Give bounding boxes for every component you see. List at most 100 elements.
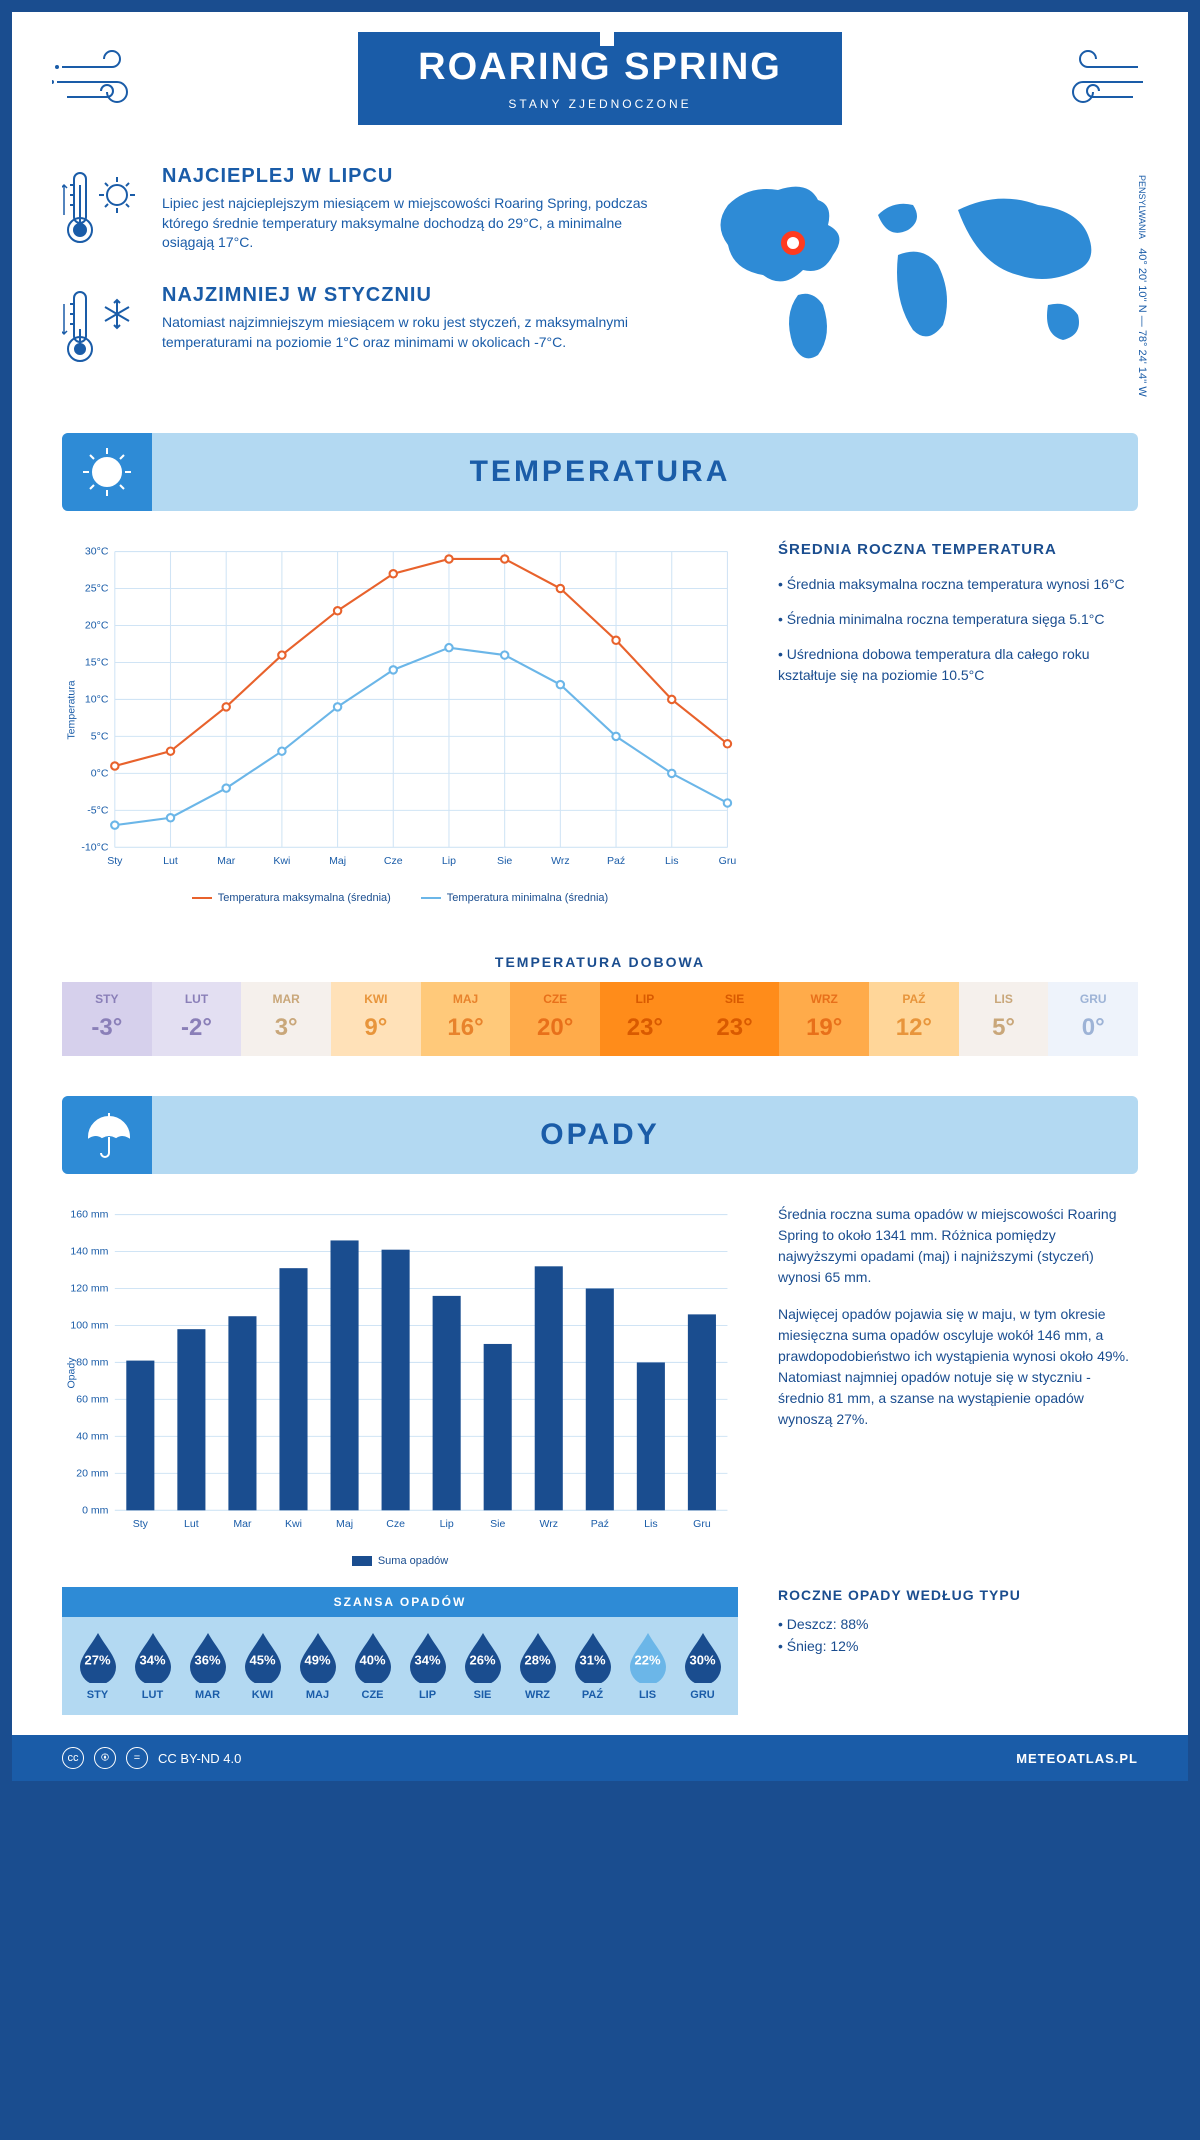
daily-temp-cell: LIP23° — [600, 982, 690, 1056]
svg-text:Maj: Maj — [336, 1518, 353, 1530]
temp-summary-title: ŚREDNIA ROCZNA TEMPERATURA — [778, 541, 1138, 558]
chance-cell: 28% WRZ — [510, 1631, 565, 1701]
svg-text:30°C: 30°C — [85, 546, 109, 558]
svg-text:Cze: Cze — [384, 855, 403, 867]
by-icon: 🅯 — [94, 1747, 116, 1769]
temperature-line-chart: -10°C-5°C0°C5°C10°C15°C20°C25°C30°CStyLu… — [62, 541, 738, 904]
license-text: CC BY-ND 4.0 — [158, 1751, 241, 1766]
svg-text:140 mm: 140 mm — [70, 1246, 108, 1258]
page-title: ROARING SPRING — [418, 46, 782, 89]
svg-text:15°C: 15°C — [85, 657, 109, 669]
chance-cell: 34% LIP — [400, 1631, 455, 1701]
chance-cell: 26% SIE — [455, 1631, 510, 1701]
coldest-title: NAJZIMNIEJ W STYCZNIU — [162, 284, 658, 307]
svg-text:Sie: Sie — [490, 1518, 505, 1530]
svg-text:Lip: Lip — [442, 855, 456, 867]
svg-text:80 mm: 80 mm — [76, 1357, 108, 1369]
precipitation-section-header: OPADY — [62, 1096, 1138, 1174]
wind-icon — [52, 42, 152, 117]
svg-text:Kwi: Kwi — [285, 1518, 302, 1530]
daily-temp-cell: WRZ19° — [779, 982, 869, 1056]
svg-text:Gru: Gru — [693, 1518, 711, 1530]
footer: cc 🅯 = CC BY-ND 4.0 METEOATLAS.PL — [12, 1735, 1188, 1781]
chance-cell: 45% KWI — [235, 1631, 290, 1701]
precipitation-bar-chart: 0 mm20 mm40 mm60 mm80 mm100 mm120 mm140 … — [62, 1204, 738, 1567]
svg-text:Gru: Gru — [719, 855, 737, 867]
daily-temp-cell: MAJ16° — [421, 982, 511, 1056]
svg-text:Cze: Cze — [386, 1518, 405, 1530]
coldest-block: NAJZIMNIEJ W STYCZNIU Natomiast najzimni… — [62, 284, 658, 379]
precip-type-rain: • Deszcz: 88% — [778, 1613, 1138, 1635]
coordinates: PENSYLWANIA 40° 20' 10'' N — 78° 24' 14'… — [1136, 175, 1148, 397]
temperature-section-header: TEMPERATURA — [62, 433, 1138, 511]
chance-cell: 49% MAJ — [290, 1631, 345, 1701]
svg-text:160 mm: 160 mm — [70, 1209, 108, 1221]
chance-cell: 40% CZE — [345, 1631, 400, 1701]
page-subtitle: STANY ZJEDNOCZONE — [418, 97, 782, 111]
chance-cell: 34% LUT — [125, 1631, 180, 1701]
precip-chance-strip: SZANSA OPADÓW 27% STY 34% LUT 36% MAR 45… — [62, 1587, 738, 1715]
svg-text:Paź: Paź — [591, 1518, 609, 1530]
precip-text-p1: Średnia roczna suma opadów w miejscowośc… — [778, 1204, 1138, 1288]
svg-text:0°C: 0°C — [91, 768, 109, 780]
warmest-text: Lipiec jest najcieplejszym miesiącem w m… — [162, 194, 658, 253]
title-banner: ROARING SPRING STANY ZJEDNOCZONE — [358, 32, 842, 125]
svg-text:25°C: 25°C — [85, 583, 109, 595]
daily-temp-cell: STY-3° — [62, 982, 152, 1056]
world-map: PENSYLWANIA 40° 20' 10'' N — 78° 24' 14'… — [698, 165, 1138, 403]
svg-text:120 mm: 120 mm — [70, 1283, 108, 1295]
thermometer-sun-icon — [62, 165, 142, 260]
temp-summary-p1: • Średnia maksymalna roczna temperatura … — [778, 574, 1138, 595]
umbrella-icon — [62, 1096, 152, 1174]
chance-cell: 31% PAŹ — [565, 1631, 620, 1701]
svg-text:Lut: Lut — [163, 855, 178, 867]
svg-text:Paź: Paź — [607, 855, 625, 867]
svg-text:20 mm: 20 mm — [76, 1468, 108, 1480]
legend-min: Temperatura minimalna (średnia) — [447, 892, 608, 904]
svg-text:Wrz: Wrz — [539, 1518, 558, 1530]
svg-text:Wrz: Wrz — [551, 855, 570, 867]
daily-temp-cell: LUT-2° — [152, 982, 242, 1056]
svg-text:Sie: Sie — [497, 855, 512, 867]
svg-text:60 mm: 60 mm — [76, 1394, 108, 1406]
header: ROARING SPRING STANY ZJEDNOCZONE — [12, 12, 1188, 165]
wind-icon — [1048, 42, 1148, 117]
daily-temp-cell: LIS5° — [959, 982, 1049, 1056]
svg-text:Mar: Mar — [233, 1518, 252, 1530]
chance-cell: 22% LIS — [620, 1631, 675, 1701]
svg-text:Mar: Mar — [217, 855, 236, 867]
svg-text:-10°C: -10°C — [81, 841, 108, 853]
svg-text:-5°C: -5°C — [87, 805, 109, 817]
daily-temp-cell: CZE20° — [510, 982, 600, 1056]
cc-icon: cc — [62, 1747, 84, 1769]
svg-text:Opady: Opady — [66, 1357, 78, 1389]
svg-text:20°C: 20°C — [85, 620, 109, 632]
svg-text:10°C: 10°C — [85, 694, 109, 706]
svg-text:Lut: Lut — [184, 1518, 199, 1530]
precip-type-title: ROCZNE OPADY WEDŁUG TYPU — [778, 1587, 1138, 1603]
svg-text:Lip: Lip — [440, 1518, 454, 1530]
legend-max: Temperatura maksymalna (średnia) — [218, 892, 391, 904]
svg-text:Lis: Lis — [644, 1518, 657, 1530]
chance-cell: 27% STY — [70, 1631, 125, 1701]
chance-cell: 36% MAR — [180, 1631, 235, 1701]
warmest-title: NAJCIEPLEJ W LIPCU — [162, 165, 658, 188]
svg-text:Maj: Maj — [329, 855, 346, 867]
daily-temp-cell: PAŹ12° — [869, 982, 959, 1056]
warmest-block: NAJCIEPLEJ W LIPCU Lipiec jest najcieple… — [62, 165, 658, 260]
svg-text:0 mm: 0 mm — [82, 1504, 109, 1516]
svg-text:Temperatura: Temperatura — [66, 680, 78, 739]
daily-temp-strip: STY-3°LUT-2°MAR3°KWI9°MAJ16°CZE20°LIP23°… — [62, 982, 1138, 1056]
temp-summary-p2: • Średnia minimalna roczna temperatura s… — [778, 609, 1138, 630]
temp-summary-p3: • Uśredniona dobowa temperatura dla całe… — [778, 644, 1138, 686]
sun-icon — [62, 433, 152, 511]
brand: METEOATLAS.PL — [1016, 1751, 1138, 1766]
chance-cell: 30% GRU — [675, 1631, 730, 1701]
chance-title: SZANSA OPADÓW — [62, 1587, 738, 1617]
daily-temp-title: TEMPERATURA DOBOWA — [12, 954, 1188, 970]
svg-text:Sty: Sty — [133, 1518, 149, 1530]
precip-text-p2: Najwięcej opadów pojawia się w maju, w t… — [778, 1304, 1138, 1430]
nd-icon: = — [126, 1747, 148, 1769]
coldest-text: Natomiast najzimniejszym miesiącem w rok… — [162, 313, 658, 352]
daily-temp-cell: KWI9° — [331, 982, 421, 1056]
